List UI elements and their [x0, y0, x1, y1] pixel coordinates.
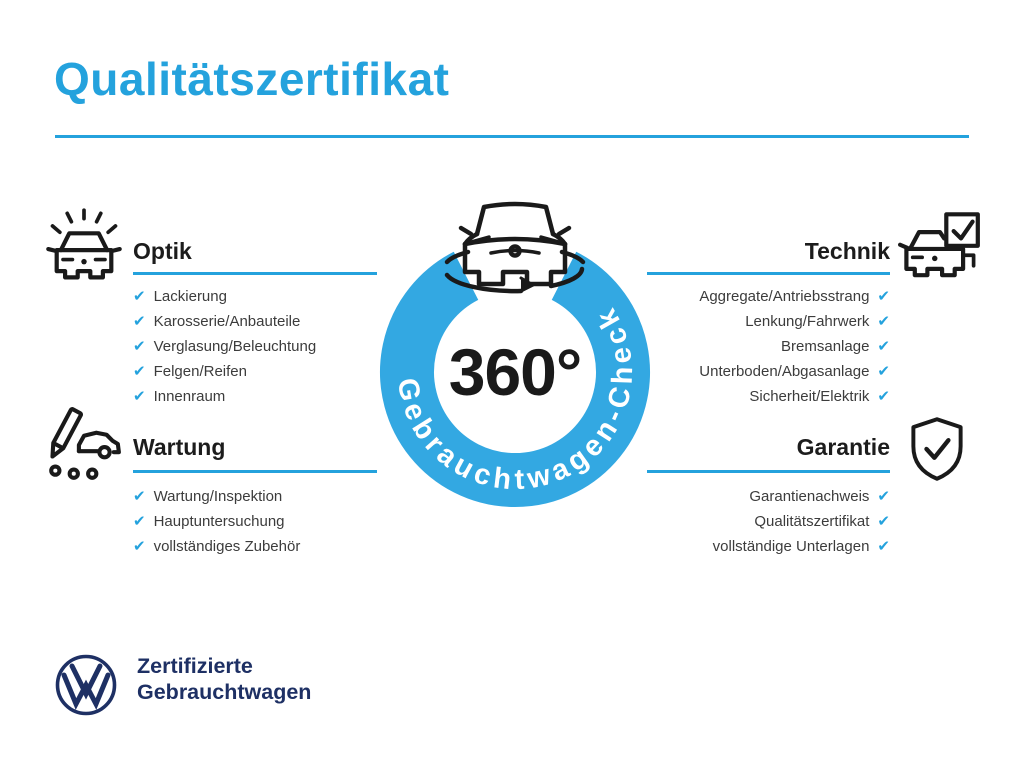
section-underline-wartung	[133, 470, 377, 473]
technik-checklist: Aggregate/Antriebsstrang ✔ Lenkung/Fahrwe…	[600, 284, 890, 409]
check-icon: ✔	[877, 387, 890, 405]
optik-checklist: ✔ Lackierung ✔ Karosserie/Anbauteile ✔ Verg…	[133, 284, 393, 409]
check-icon: ✔	[877, 287, 890, 305]
section-title-garantie: Garantie	[796, 434, 890, 460]
vw-logo	[55, 654, 117, 716]
section-title-wartung: Wartung	[133, 434, 226, 460]
check-icon: ✔	[133, 387, 146, 405]
checklist-item: ✔ Felgen/Reifen	[133, 362, 247, 380]
car-check-icon	[898, 212, 980, 278]
checklist-item: ✔ Hauptuntersuchung	[133, 512, 285, 530]
check-icon: ✔	[133, 362, 146, 380]
check-icon: ✔	[877, 312, 890, 330]
check-icon: ✔	[133, 312, 146, 330]
checklist-item: ✔ Lackierung	[133, 287, 227, 305]
check-icon: ✔	[133, 512, 146, 530]
check-icon: ✔	[877, 362, 890, 380]
check-icon: ✔	[133, 287, 146, 305]
checklist-item: Sicherheit/Elektrik ✔	[749, 387, 890, 405]
section-underline-technik	[647, 272, 890, 275]
checklist-item: Garantienachweis ✔	[749, 487, 890, 505]
check-icon: ✔	[877, 512, 890, 530]
checklist-item: Qualitätszertifikat ✔	[754, 512, 890, 530]
checklist-item: ✔ Karosserie/Anbauteile	[133, 312, 301, 330]
section-underline-optik	[133, 272, 377, 275]
360-check-emblem: 360° Gebrauchtwagen-Check	[380, 201, 650, 507]
checklist-item: ✔ Verglasung/Beleuchtung	[133, 337, 317, 355]
footer-brand-label: Zertifizierte Gebrauchtwagen	[137, 654, 311, 705]
footer-line1: Zertifizierte	[137, 654, 253, 678]
checklist-item: vollständige Unterlagen ✔	[712, 537, 890, 555]
checklist-item: Aggregate/Antriebsstrang ✔	[699, 287, 890, 305]
check-icon: ✔	[133, 537, 146, 555]
checklist-item: ✔ Innenraum	[133, 387, 226, 405]
wartung-checklist: ✔ Wartung/Inspektion ✔ Hauptuntersuchung ✔…	[133, 484, 393, 559]
footer-line2: Gebrauchtwagen	[137, 679, 312, 704]
checklist-item: Bremsanlage ✔	[781, 337, 890, 355]
degree-value: 360°	[449, 335, 582, 409]
checklist-item: Lenkung/Fahrwerk ✔	[745, 312, 890, 330]
checklist-item: ✔ Wartung/Inspektion	[133, 487, 283, 505]
car-shine-icon	[46, 208, 122, 280]
check-icon: ✔	[877, 337, 890, 355]
section-title-optik: Optik	[133, 238, 192, 264]
page-title: Qualitätszertifikat	[54, 53, 450, 105]
car-360-icon	[444, 201, 586, 294]
garantie-checklist: Garantienachweis ✔ Qualitätszertifikat ✔ v…	[600, 484, 890, 559]
shield-check-icon	[911, 417, 963, 481]
checklist-item: Unterboden/Abgasanlage ✔	[699, 362, 890, 380]
title-divider	[55, 135, 969, 138]
checklist-item: ✔ vollständiges Zubehör	[133, 537, 301, 555]
check-icon: ✔	[877, 487, 890, 505]
check-icon: ✔	[133, 337, 146, 355]
section-underline-garantie	[647, 470, 890, 473]
section-title-technik: Technik	[804, 238, 890, 264]
check-icon: ✔	[877, 537, 890, 555]
service-checklist-icon	[49, 407, 121, 480]
check-icon: ✔	[133, 487, 146, 505]
ring-arc	[380, 251, 650, 507]
